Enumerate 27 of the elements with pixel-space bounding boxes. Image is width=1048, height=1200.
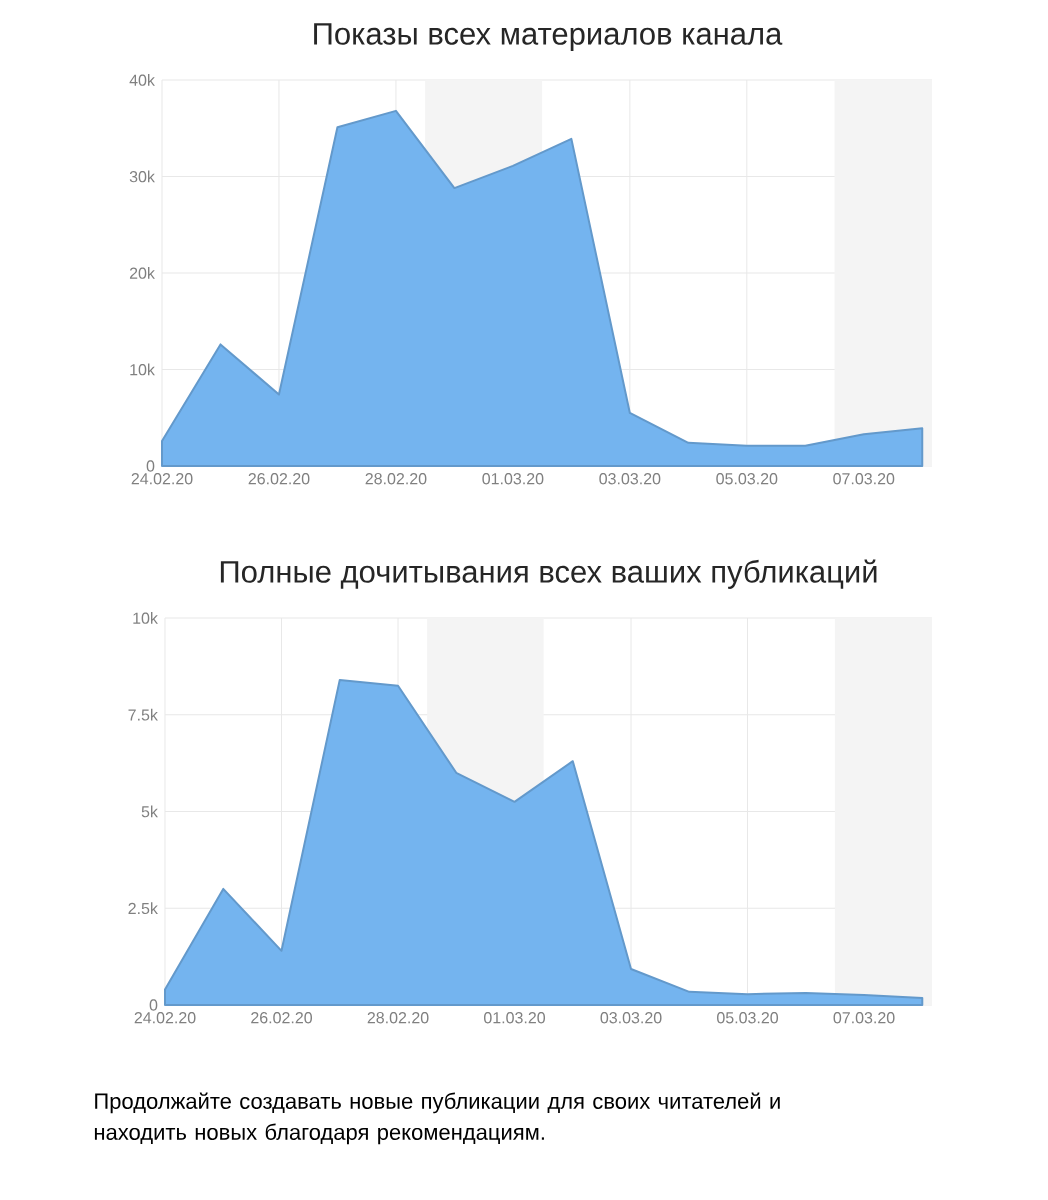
x-tick-label: 03.03.20 — [600, 1012, 662, 1024]
y-tick-label: 2.5k — [128, 902, 158, 915]
x-tick-label: 24.02.20 — [131, 473, 193, 485]
x-tick-label: 24.02.20 — [134, 1012, 196, 1024]
y-tick-label: 30k — [129, 170, 155, 183]
x-tick-label: 05.03.20 — [717, 1012, 779, 1024]
y-tick-label: 20k — [129, 267, 155, 279]
x-tick-label: 01.03.20 — [482, 473, 544, 485]
x-tick-label: 26.02.20 — [248, 473, 310, 485]
chart-title: Полные дочитывания всех ваших публикаций — [220, 559, 877, 589]
y-tick-label: 5k — [141, 805, 158, 818]
y-tick-label: 10k — [130, 363, 155, 376]
x-tick-label: 28.02.20 — [365, 473, 427, 485]
x-tick-label: 05.03.20 — [716, 473, 778, 485]
chart-title: Показы всех материалов канала — [314, 23, 783, 51]
x-tick-label: 07.03.20 — [833, 473, 895, 485]
y-tick-label: 0 — [146, 460, 155, 472]
y-tick-label: 7.5k — [128, 708, 158, 721]
x-tick-label: 07.03.20 — [833, 1012, 895, 1024]
y-tick-label: 10k — [133, 612, 158, 624]
y-tick-label: 0 — [149, 999, 158, 1011]
x-tick-label: 28.02.20 — [367, 1012, 429, 1024]
text: Продолжайте создавать новые публикации для своих читателей и находить новых благодаря рекомендациям. — [94, 1092, 780, 1145]
y-tick-label: 40k — [129, 74, 155, 86]
x-tick-label: 01.03.20 — [484, 1012, 546, 1024]
x-tick-label: 26.02.20 — [251, 1012, 313, 1024]
x-tick-label: 03.03.20 — [599, 473, 661, 485]
